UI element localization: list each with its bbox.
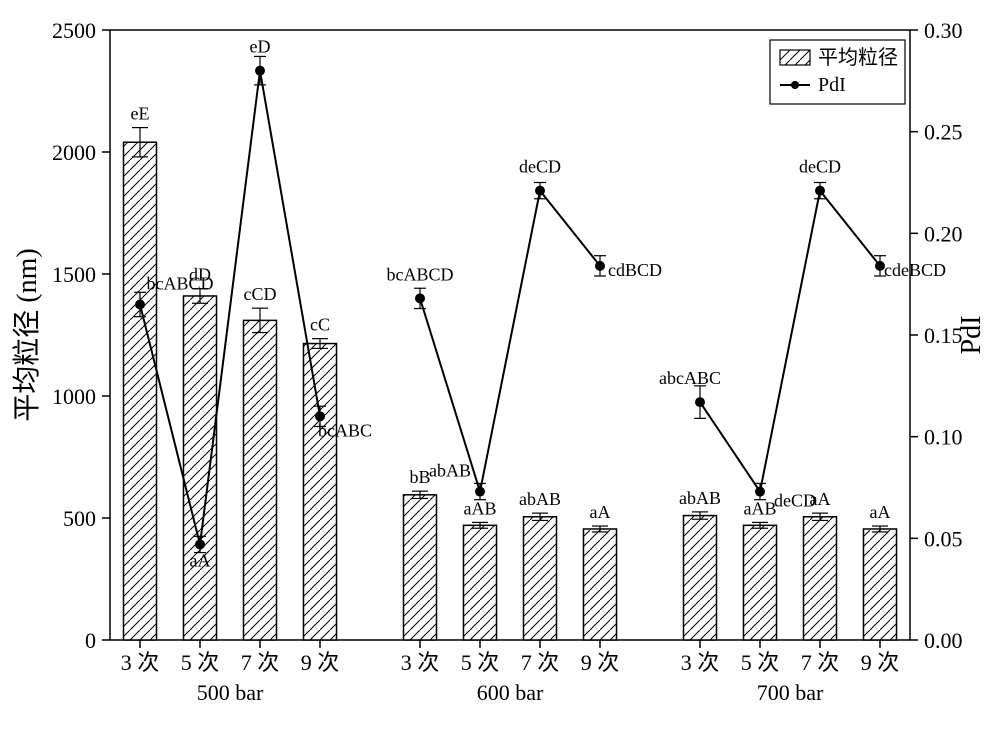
y2-tick-label: 0.10 <box>924 425 963 450</box>
legend-bar-label: 平均粒径 <box>818 46 898 69</box>
x-tick-label: 5 次 <box>181 650 220 675</box>
pdi-marker <box>415 293 425 303</box>
line-sig-label: abcABC <box>659 368 721 388</box>
bar-sig-label: abAB <box>679 488 721 508</box>
pdi-marker <box>475 487 485 497</box>
bar-sig-label: cCD <box>244 284 277 304</box>
y2-tick-label: 0.05 <box>924 526 963 551</box>
bar <box>124 142 157 640</box>
bar <box>184 296 217 640</box>
pdi-marker <box>255 66 265 76</box>
bar <box>684 516 717 640</box>
bar <box>464 525 497 640</box>
bar <box>244 320 277 640</box>
bar <box>864 529 897 640</box>
pdi-marker <box>595 261 605 271</box>
x-group-label: 500 bar <box>197 680 264 705</box>
x-group-label: 700 bar <box>757 680 824 705</box>
x-tick-label: 3 次 <box>681 650 720 675</box>
bar <box>744 525 777 640</box>
pdi-marker <box>195 539 205 549</box>
y1-tick-label: 2000 <box>52 140 96 165</box>
bar-sig-label: bB <box>409 467 430 487</box>
line-sig-label: cdeBCD <box>884 260 946 280</box>
bar <box>584 529 617 640</box>
y1-tick-label: 2500 <box>52 18 96 43</box>
pdi-marker <box>695 397 705 407</box>
pdi-marker <box>815 186 825 196</box>
bar-sig-label: eE <box>131 104 150 124</box>
pdi-line <box>140 71 320 545</box>
pdi-line <box>700 191 880 492</box>
x-tick-label: 7 次 <box>241 650 280 675</box>
x-tick-label: 5 次 <box>461 650 500 675</box>
pdi-line <box>420 191 600 492</box>
line-sig-label: bcABCD <box>387 264 454 284</box>
line-sig-label: eD <box>250 37 271 57</box>
line-sig-label: bcABCD <box>147 274 214 294</box>
y2-tick-label: 0.20 <box>924 221 963 246</box>
bar-sig-label: aA <box>590 502 611 522</box>
bar-sig-label: aAB <box>464 498 497 518</box>
y2-axis-label: PdI <box>956 316 987 355</box>
bar <box>804 517 837 640</box>
bar <box>304 344 337 640</box>
x-tick-label: 9 次 <box>581 650 620 675</box>
bar-sig-label: aA <box>870 502 891 522</box>
x-tick-label: 3 次 <box>121 650 160 675</box>
y1-tick-label: 1000 <box>52 384 96 409</box>
y2-tick-label: 0.25 <box>924 120 963 145</box>
x-tick-label: 3 次 <box>401 650 440 675</box>
line-sig-label: cdBCD <box>608 260 662 280</box>
bar-sig-label: abAB <box>519 489 561 509</box>
line-sig-label: abAB <box>429 461 471 481</box>
bar <box>524 517 557 640</box>
line-sig-label: aA <box>190 550 211 570</box>
line-sig-label: deCD <box>519 157 561 177</box>
line-sig-label: deCD <box>799 157 841 177</box>
dual-axis-chart: 0 500 1000 1500 2000 2500 平均粒径 (nm) 0.00 0.05 0.1… <box>0 0 1000 753</box>
bar <box>404 495 437 640</box>
y1-tick-label: 1500 <box>52 262 96 287</box>
pdi-marker <box>535 186 545 196</box>
x-tick-label: 7 次 <box>521 650 560 675</box>
x-tick-label: 7 次 <box>801 650 840 675</box>
line-sig-label: deCD <box>774 491 816 511</box>
legend-bar-swatch <box>780 50 810 65</box>
bar-sig-label: aAB <box>744 498 777 518</box>
y1-tick-label: 500 <box>63 506 96 531</box>
x-tick-label: 9 次 <box>301 650 340 675</box>
y2-tick-label: 0.30 <box>924 18 963 43</box>
legend-line-label: PdI <box>818 74 846 96</box>
bar-sig-label: cC <box>310 315 330 335</box>
line-sig-label: bcABC <box>318 420 372 440</box>
y2-tick-label: 0.00 <box>924 628 963 653</box>
x-tick-label: 5 次 <box>741 650 780 675</box>
x-tick-label: 9 次 <box>861 650 900 675</box>
y1-tick-label: 0 <box>85 628 96 653</box>
y1-axis-label: 平均粒径 (nm) <box>11 248 43 421</box>
pdi-marker <box>135 300 145 310</box>
pdi-marker <box>755 487 765 497</box>
chart-svg: 0 500 1000 1500 2000 2500 平均粒径 (nm) 0.00 0.05 0.1… <box>0 0 1000 753</box>
x-group-label: 600 bar <box>477 680 544 705</box>
